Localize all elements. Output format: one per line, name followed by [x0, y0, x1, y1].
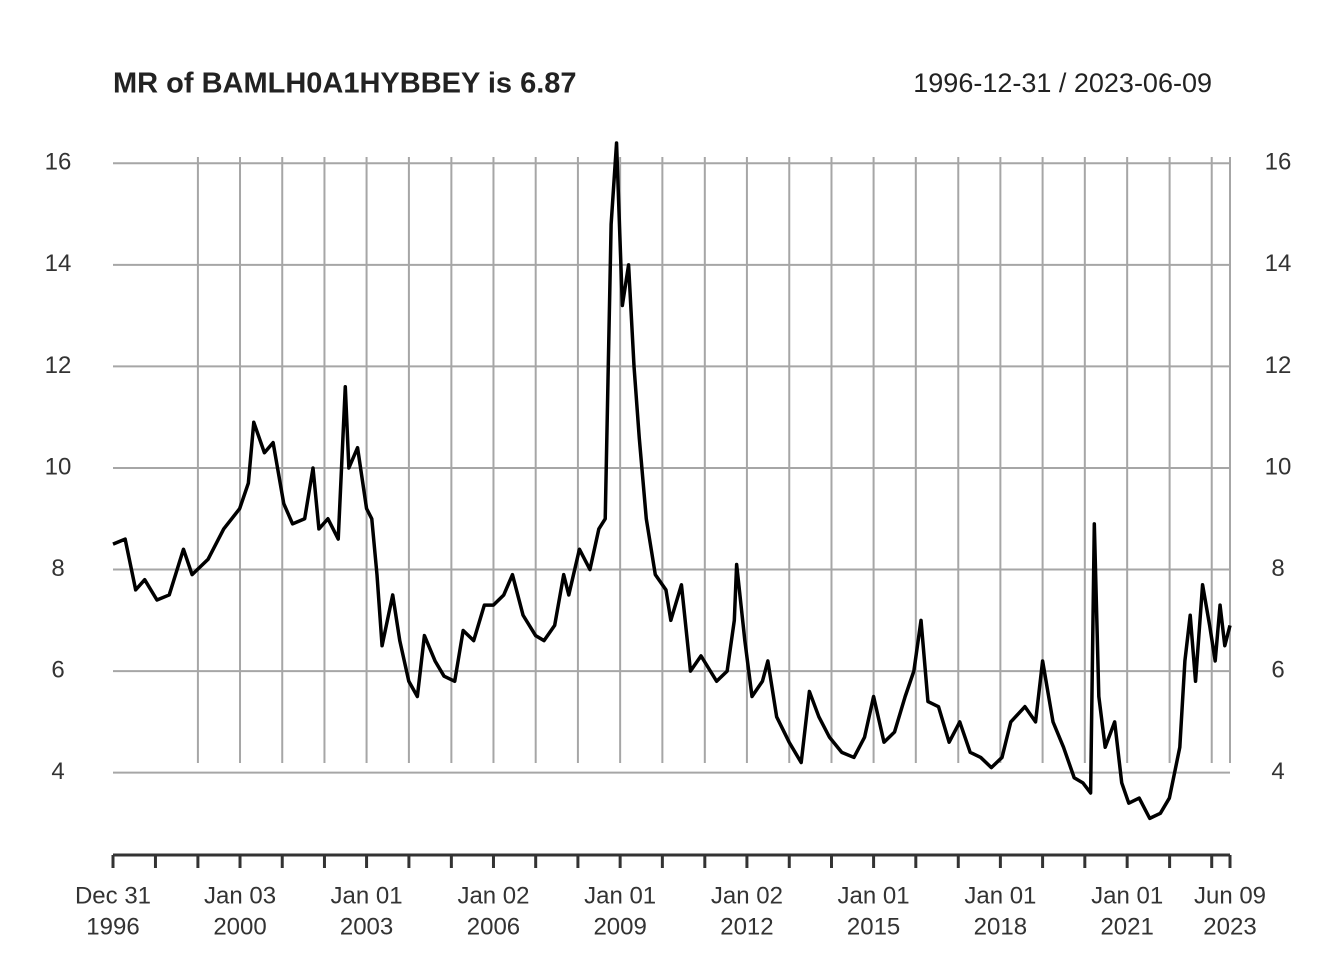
- y-tick-label: 4: [51, 758, 64, 785]
- x-tick-label: 2000: [213, 913, 266, 940]
- y-tick-label: 8: [51, 555, 64, 582]
- x-tick-label: 2021: [1100, 913, 1153, 940]
- x-tick-label: 2023: [1203, 913, 1256, 940]
- x-tick-label: Jan 01: [838, 882, 910, 909]
- y2-tick-label: 8: [1271, 555, 1284, 582]
- x-tick-label: Jan 01: [584, 882, 656, 909]
- series-line: [112, 141, 1232, 821]
- y2-tick-label: 16: [1265, 149, 1292, 176]
- x-tick-label: Jan 01: [964, 882, 1036, 909]
- x-tick-label: Jun 09: [1194, 882, 1266, 909]
- x-tick-label: Jan 02: [457, 882, 529, 909]
- x-tick-label: Dec 31: [75, 882, 151, 909]
- x-tick-label: 2003: [340, 913, 393, 940]
- x-tick-label: Jan 01: [331, 882, 403, 909]
- x-tick-label: Jan 03: [204, 882, 276, 909]
- y-tick-label: 10: [45, 453, 72, 480]
- y2-tick-label: 6: [1271, 656, 1284, 683]
- x-tick-label: Jan 01: [1091, 882, 1163, 909]
- y-tick-label: 14: [45, 250, 72, 277]
- y2-tick-label: 12: [1265, 352, 1292, 379]
- date-range: 1996-12-31 / 2023-06-09: [913, 68, 1212, 98]
- y-tick-label: 12: [45, 352, 72, 379]
- x-tick-label: 1996: [86, 913, 139, 940]
- y-tick-label: 16: [45, 149, 72, 176]
- chart-title: MR of BAMLH0A1HYBBEY is 6.87: [113, 68, 577, 100]
- y2-tick-label: 10: [1265, 453, 1292, 480]
- x-tick-label: 2015: [847, 913, 900, 940]
- x-tick-label: 2018: [974, 913, 1027, 940]
- y-tick-label: 6: [51, 656, 64, 683]
- x-tick-label: Jan 02: [711, 882, 783, 909]
- y2-tick-label: 4: [1271, 758, 1284, 785]
- y2-tick-label: 14: [1265, 250, 1292, 277]
- x-tick-label: 2006: [467, 913, 520, 940]
- plot: [112, 141, 1232, 821]
- x-tick-label: 2009: [593, 913, 646, 940]
- x-tick-label: 2012: [720, 913, 773, 940]
- grid: [113, 157, 1231, 774]
